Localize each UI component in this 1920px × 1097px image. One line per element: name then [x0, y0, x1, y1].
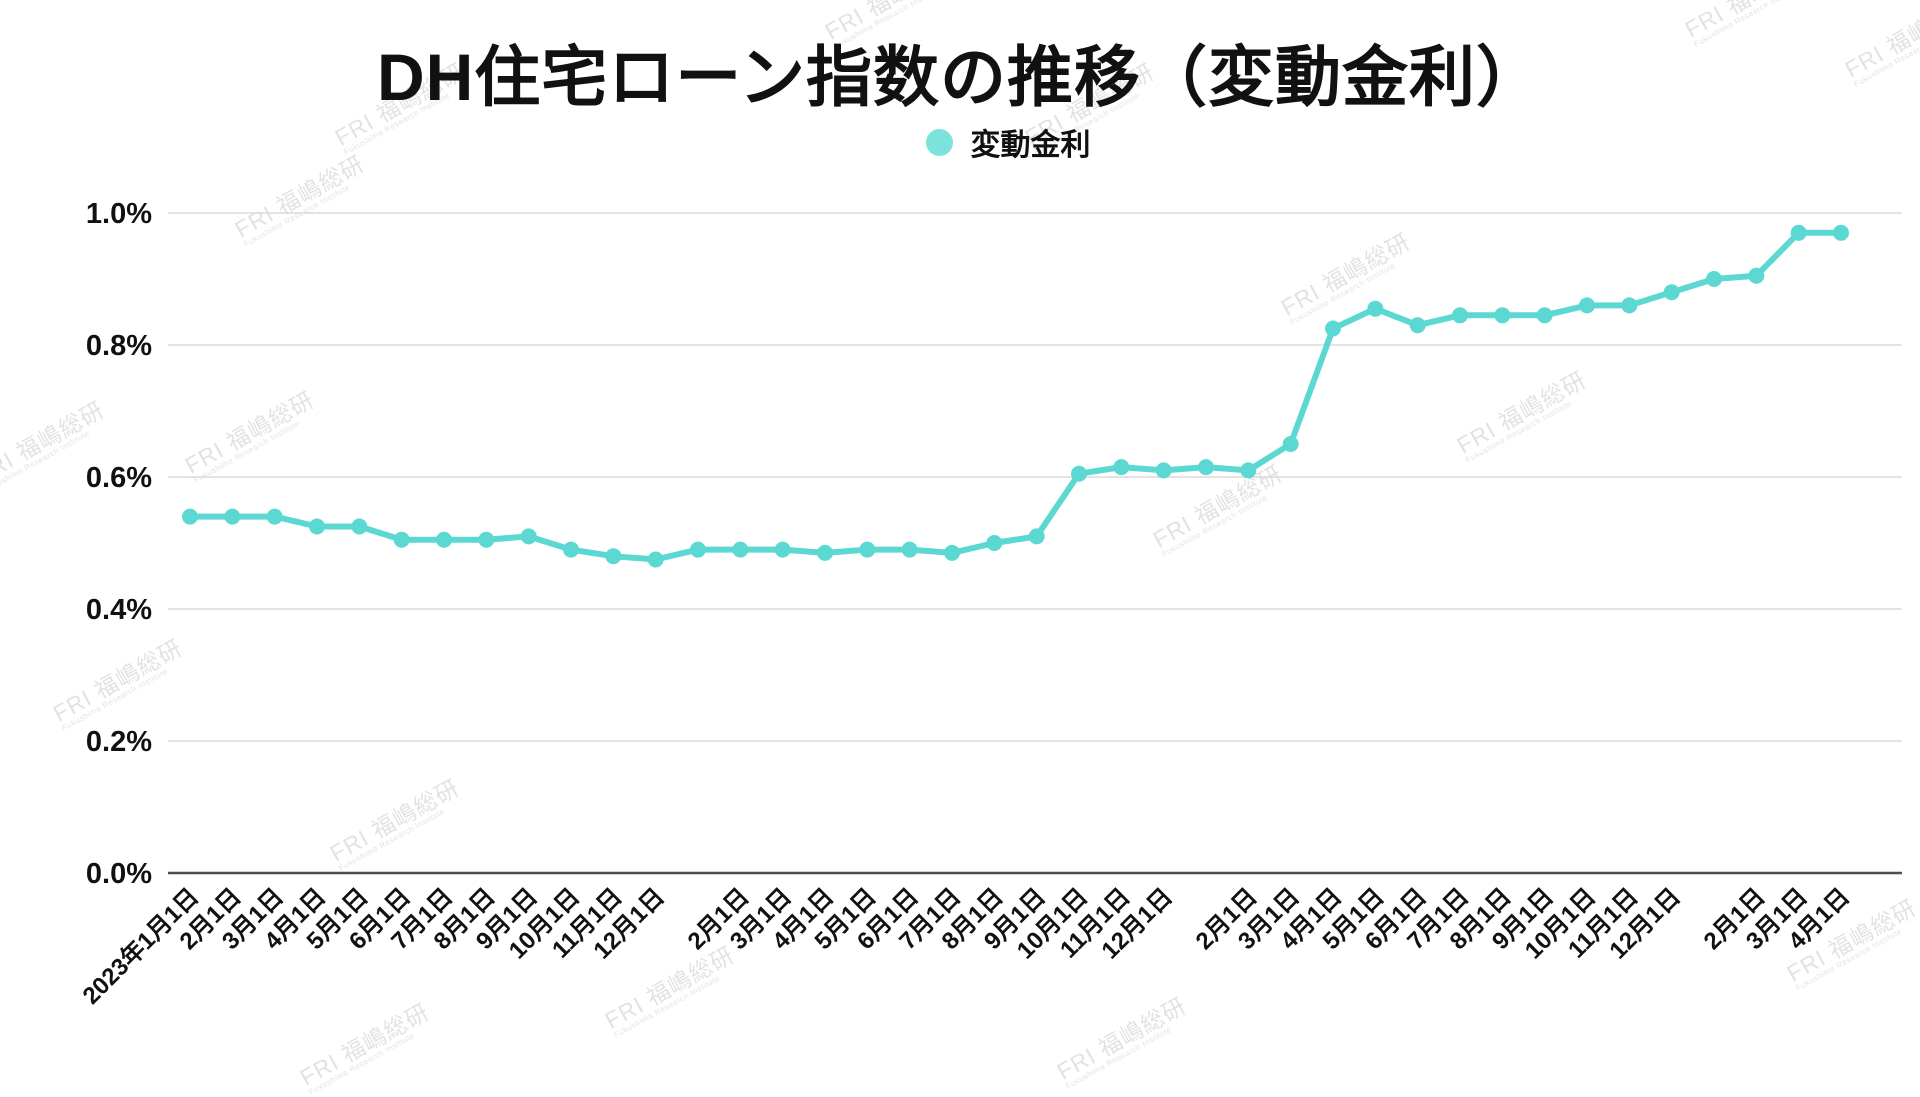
data-point	[1494, 307, 1511, 324]
data-point	[859, 541, 876, 558]
data-point	[1240, 462, 1257, 479]
data-point	[1833, 224, 1849, 241]
data-point	[1325, 320, 1341, 337]
data-point	[1748, 267, 1765, 284]
data-point	[266, 508, 283, 525]
data-point	[944, 544, 960, 561]
data-point	[224, 508, 241, 525]
y-axis-tick-label: 0.6%	[86, 462, 152, 494]
data-point	[563, 541, 579, 558]
data-line	[187, 229, 1844, 563]
data-point	[1452, 307, 1468, 324]
y-axis-tick-label: 0.2%	[86, 726, 152, 758]
data-point	[182, 508, 198, 525]
y-axis-tick-label: 0.8%	[86, 330, 152, 362]
data-point	[1409, 317, 1426, 334]
data-point	[1198, 459, 1214, 476]
y-axis-tick-label: 0.4%	[86, 594, 152, 626]
data-point	[1579, 297, 1595, 314]
data-point	[1028, 528, 1045, 545]
data-point	[1071, 465, 1087, 482]
data-point	[309, 518, 325, 535]
data-point	[1536, 307, 1553, 324]
data-point	[901, 541, 918, 558]
data-point	[817, 544, 833, 561]
data-point	[351, 518, 368, 535]
data-point	[1706, 271, 1722, 287]
data-point	[1155, 462, 1172, 479]
data-point	[1113, 459, 1130, 476]
data-point	[436, 531, 452, 548]
data-point	[478, 531, 495, 548]
data-point	[774, 541, 791, 558]
y-axis-tick-label: 1.0%	[86, 198, 152, 230]
y-axis-tick-label: 0.0%	[86, 858, 152, 890]
data-point	[393, 531, 410, 548]
data-point	[1282, 436, 1299, 452]
data-point	[1621, 297, 1638, 314]
legend: 変動金利	[48, 120, 1920, 164]
data-point	[1663, 284, 1680, 301]
data-point	[605, 548, 622, 565]
data-point	[520, 528, 537, 545]
data-point	[647, 551, 664, 568]
data-point	[986, 535, 1003, 551]
legend-marker-icon	[925, 128, 953, 156]
legend-label: 変動金利	[970, 129, 1091, 162]
chart-title: DH住宅ローン指数の推移（変動金利）	[376, 40, 1544, 114]
data-point	[732, 541, 749, 558]
data-point	[1367, 300, 1384, 317]
data-point	[690, 541, 706, 558]
data-point	[1790, 224, 1807, 241]
